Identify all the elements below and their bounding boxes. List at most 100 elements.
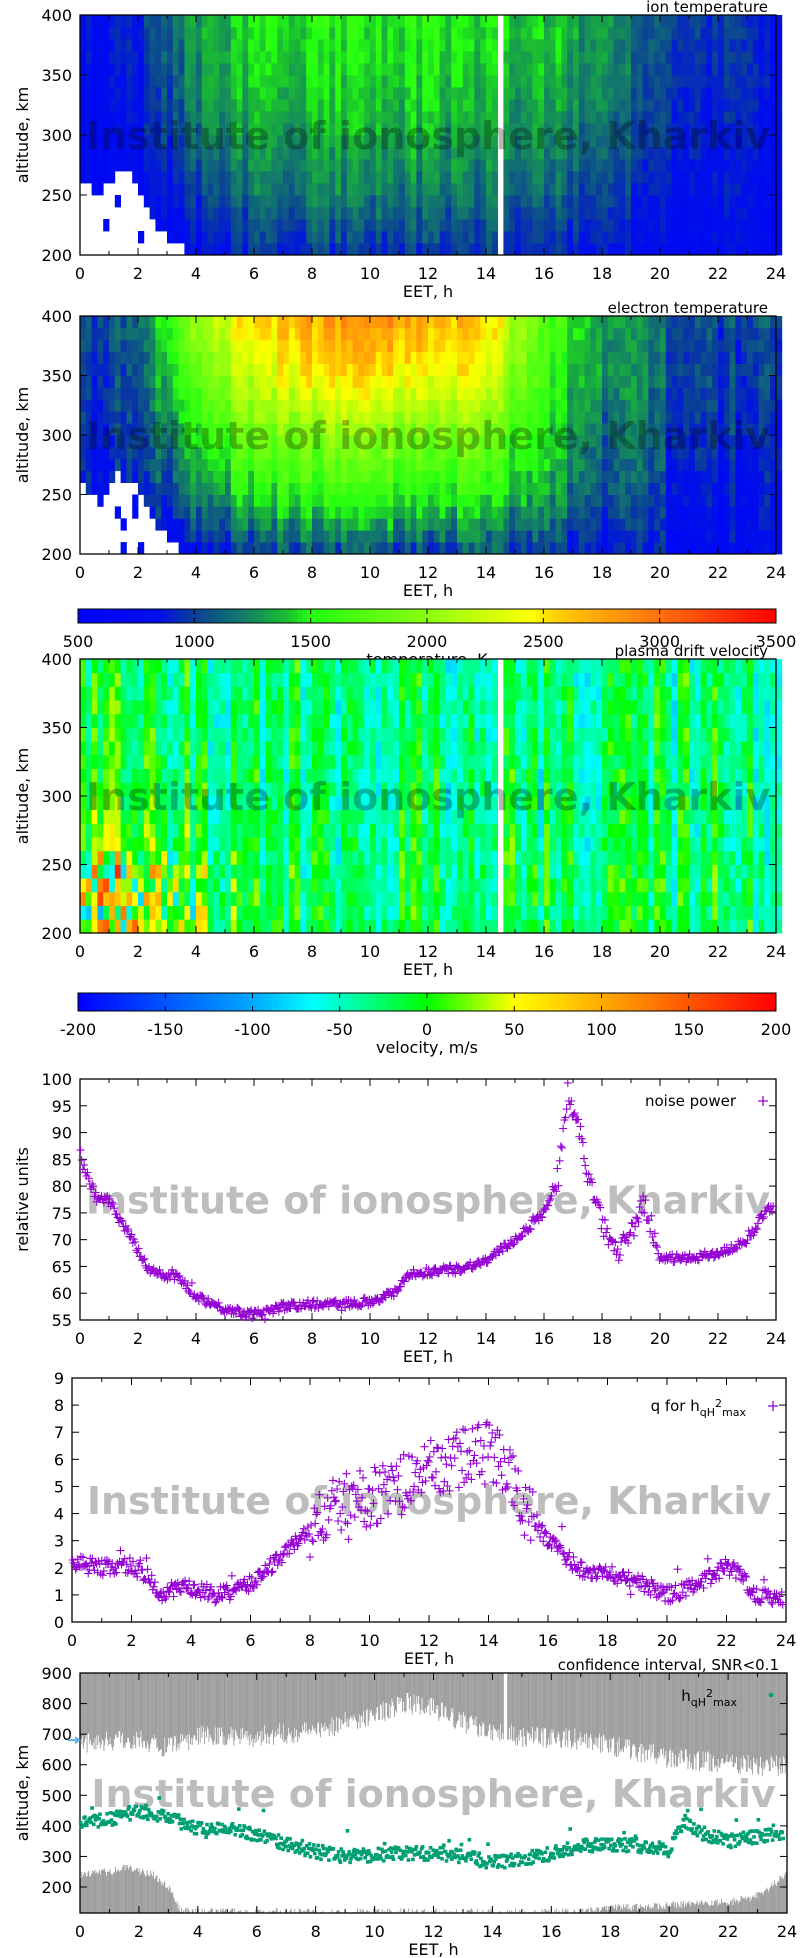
watermark: Institute of ionosphere, Kharkiv — [86, 414, 771, 458]
heatmap-cell — [503, 387, 510, 400]
heatmap-cell — [225, 195, 232, 208]
heatmap-cell — [300, 339, 307, 353]
heatmap-cell — [503, 123, 510, 136]
heatmap-cell — [741, 243, 748, 256]
heatmap-cell — [283, 207, 290, 220]
heatmap-cell — [178, 339, 185, 353]
heatmap-cell — [225, 339, 232, 353]
heatmap-cell — [254, 171, 261, 184]
heatmap-cell — [312, 518, 319, 531]
heatmap-cell — [752, 171, 759, 184]
heatmap-cell — [265, 219, 272, 232]
heatmap-cell — [677, 87, 684, 100]
heatmap-cell — [468, 27, 475, 40]
heatmap-cell — [358, 75, 365, 88]
colorbar-segment — [441, 609, 448, 623]
heatmap-cell — [486, 147, 493, 160]
heatmap-cell — [190, 123, 197, 136]
heatmap-cell — [265, 375, 272, 388]
heatmap-cell — [381, 87, 388, 100]
heatmap-cell — [642, 327, 649, 341]
heatmap-cell — [607, 39, 614, 52]
heatmap-cell — [607, 63, 614, 76]
heatmap-cell — [352, 111, 359, 124]
heatmap-cell — [729, 375, 736, 388]
heatmap-cell — [178, 123, 185, 136]
heatmap-cell — [428, 39, 435, 52]
colorbar-segment — [82, 609, 89, 623]
heatmap-cell — [259, 243, 266, 256]
heatmap-cell — [468, 506, 475, 519]
heatmap-cell — [625, 458, 632, 472]
heatmap-cell — [300, 399, 307, 412]
heatmap-cell — [776, 15, 783, 28]
heatmap-cell — [184, 316, 191, 329]
heatmap-cell — [236, 399, 243, 412]
heatmap-cell — [225, 518, 232, 531]
heatmap-cell — [335, 530, 342, 543]
heatmap-cell — [120, 387, 127, 400]
heatmap-cell — [549, 135, 556, 148]
heatmap-cell — [236, 339, 243, 353]
heatmap-cell — [399, 231, 406, 244]
heatmap-cell — [723, 147, 730, 160]
heatmap-cell — [689, 387, 696, 400]
heatmap-cell — [341, 27, 348, 40]
heatmap-cell — [288, 530, 295, 543]
heatmap-cell — [474, 39, 481, 52]
colorbar-segment — [247, 609, 253, 623]
heatmap-cell — [578, 27, 585, 40]
heatmap-cell — [306, 518, 313, 531]
heatmap-cell — [445, 207, 452, 220]
heatmap-cell — [167, 423, 174, 436]
heatmap-cell — [312, 506, 319, 519]
heatmap-cell — [387, 147, 394, 160]
colorbar-segment — [332, 609, 338, 623]
heatmap-cell — [503, 63, 510, 76]
heatmap-cell — [387, 327, 394, 341]
heatmap-cell — [317, 123, 324, 136]
heatmap-cell — [381, 135, 388, 148]
heatmap-cell — [161, 183, 168, 196]
heatmap-cell — [607, 470, 614, 483]
heatmap-cell — [607, 530, 614, 543]
heatmap-cell — [184, 15, 191, 28]
heatmap-cell — [120, 327, 127, 341]
heatmap-cell — [138, 147, 145, 160]
heatmap-cell — [161, 51, 168, 64]
heatmap-cell — [665, 15, 672, 28]
heatmap-cell — [718, 518, 725, 531]
heatmap-cell — [741, 375, 748, 388]
heatmap-cell — [323, 506, 330, 519]
heatmap-cell — [259, 316, 266, 329]
colorbar-segment — [232, 609, 239, 623]
heatmap-cell — [167, 375, 174, 388]
heatmap-cell — [399, 159, 406, 172]
heatmap-cell — [428, 339, 435, 353]
heatmap-cell — [387, 159, 394, 172]
heatmap-cell — [138, 63, 145, 76]
heatmap-cell — [683, 183, 690, 196]
heatmap-cell — [677, 530, 684, 543]
heatmap-cell — [445, 15, 452, 28]
heatmap-cell — [358, 518, 365, 531]
heatmap-cell — [236, 171, 243, 184]
heatmap-cell — [404, 87, 411, 100]
heatmap-cell — [271, 327, 278, 341]
heatmap-cell — [393, 518, 400, 531]
heatmap-cell — [410, 399, 417, 412]
heatmap-cell — [491, 470, 498, 483]
heatmap-cell — [439, 27, 446, 40]
heatmap-cell — [636, 339, 643, 353]
heatmap-cell — [689, 147, 696, 160]
heatmap-cell — [178, 75, 185, 88]
heatmap-cell — [422, 171, 429, 184]
heatmap-cell — [196, 542, 203, 555]
heatmap-cell — [602, 219, 609, 232]
heatmap-cell — [660, 363, 667, 376]
heatmap-cell — [486, 207, 493, 220]
heatmap-cell — [532, 518, 539, 531]
heatmap-cell — [375, 327, 382, 341]
heatmap-cell — [613, 518, 620, 531]
heatmap-cell — [526, 231, 533, 244]
